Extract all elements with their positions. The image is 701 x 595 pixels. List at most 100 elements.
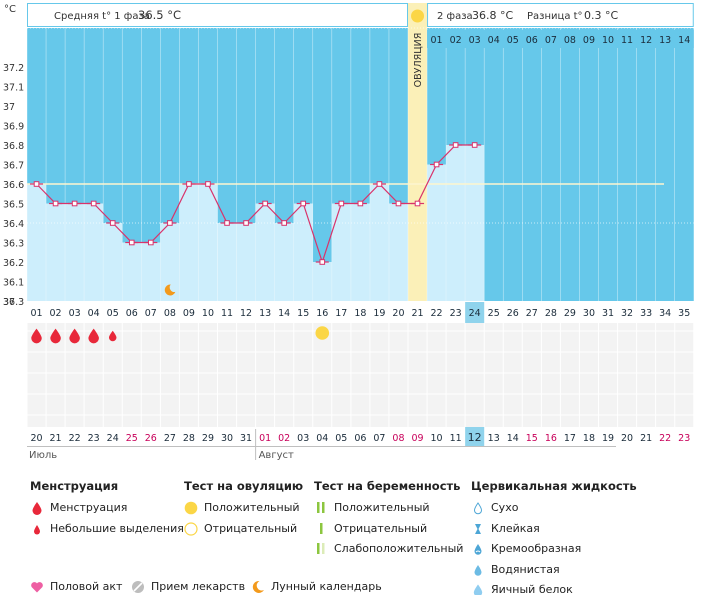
- y-tick-label: 36.3: [3, 239, 24, 250]
- cycle-day-label: 23: [450, 308, 462, 319]
- phase2-value: 36.8 °C: [472, 9, 513, 22]
- date-label: 09: [411, 433, 423, 444]
- date-label: 19: [602, 433, 614, 444]
- legend-label: Яичный белок: [491, 583, 573, 595]
- faint-strips-icon: [317, 543, 325, 554]
- cycle-day-label: 15: [297, 308, 309, 319]
- date-label: 31: [240, 433, 252, 444]
- legend-label: Кремообразная: [491, 542, 582, 555]
- date-label: 08: [392, 433, 404, 444]
- temperature-bar: [217, 223, 237, 301]
- phase2-day-label: 02: [450, 35, 462, 46]
- cycle-day-label: 26: [507, 308, 519, 319]
- temperature-bar: [388, 203, 408, 301]
- sticky-icon: [475, 523, 481, 534]
- diff-label: Разница t°: [527, 11, 583, 22]
- y-tick-label: 36.9: [3, 122, 24, 133]
- temperature-bar: [350, 203, 370, 301]
- temperature-chart: °C 36 36.1 36.2 36.3 36.4 36.5 36.6 36.7 36.8 36.9…: [3, 3, 695, 460]
- cycle-day-label: 09: [183, 308, 195, 319]
- cycle-day-label: 18: [354, 308, 366, 319]
- date-label: 28: [183, 433, 195, 444]
- date-label: 21: [50, 433, 62, 444]
- legend-label: Прием лекарств: [151, 580, 246, 593]
- y-tick-label: 37.2: [3, 63, 24, 74]
- phase2-day-label: 10: [602, 35, 614, 46]
- month-label: Июль: [29, 450, 57, 460]
- cycle-day-label: 10: [202, 308, 214, 319]
- cycle-day-label: 24: [469, 308, 481, 319]
- small-blood-drop-icon: [34, 524, 40, 534]
- date-label: 22: [659, 433, 671, 444]
- cycle-day-label: 03: [69, 308, 81, 319]
- cycle-day-label: 32: [621, 308, 633, 319]
- temperature-bar: [160, 223, 180, 301]
- legend-label: Клейкая: [491, 521, 540, 535]
- legend-item-creamy: Кремообразная: [471, 542, 637, 563]
- menstruation-drop-icon: [69, 328, 80, 344]
- cycle-day-label: 05: [107, 308, 119, 319]
- phase1-box: [27, 3, 408, 27]
- temperature-bar: [198, 184, 218, 301]
- y-tick-label: 36.1: [3, 278, 24, 289]
- temperature-point: [414, 200, 421, 207]
- temperature-point: [71, 200, 78, 207]
- legend-item-ovulation-positive: Положительный: [184, 501, 303, 522]
- temperature-point: [433, 161, 440, 168]
- y-tick-label: 36.6: [3, 180, 24, 191]
- temperature-point: [186, 181, 192, 187]
- today-cycle-day-highlight: [465, 302, 485, 323]
- cycle-day-label: 33: [640, 308, 652, 319]
- legend-label: Лунный календарь: [271, 580, 382, 593]
- temperature-point: [471, 142, 478, 148]
- date-label: 03: [297, 433, 309, 444]
- cycle-day-label: 31: [602, 308, 614, 319]
- cycle-day-label: 07: [145, 308, 157, 319]
- cycle-day-label: 30: [583, 308, 595, 319]
- temperature-bar: [84, 203, 104, 301]
- phase2-day-label: 07: [545, 35, 557, 46]
- dry-drop-icon: [473, 502, 483, 515]
- date-label: 11: [450, 433, 462, 444]
- cycle-day-label: 01: [30, 308, 42, 319]
- cycle-day-label: 13: [259, 308, 271, 319]
- ovulation-test-positive-icon: [315, 326, 330, 340]
- temperature-point: [281, 220, 287, 226]
- temperature-bar: [46, 203, 66, 301]
- cycle-day-label: 16: [316, 308, 328, 319]
- legend-item-medication: Прием лекарств: [131, 580, 245, 594]
- cycle-day-label: 21: [411, 308, 423, 319]
- legend-label: Отрицательный: [204, 521, 298, 535]
- phase2-day-label: 08: [564, 35, 576, 46]
- temperature-bar: [103, 223, 123, 301]
- legend-label: Менструация: [50, 501, 128, 514]
- cycle-day-label: 35: [678, 308, 690, 319]
- cycle-day-label: 06: [126, 308, 138, 319]
- creamy-drop-icon: [474, 544, 482, 555]
- date-label: 18: [583, 433, 595, 444]
- temperature-point: [33, 181, 40, 187]
- temperature-point: [395, 200, 402, 207]
- phase1-value: 36.5 °C: [138, 8, 181, 22]
- diff-value: 0.3 °C: [584, 9, 618, 22]
- date-label: 05: [335, 433, 347, 444]
- cycle-day-label: 20: [392, 308, 404, 319]
- cycle-day-label: 34: [659, 308, 671, 319]
- temperature-point: [357, 200, 364, 207]
- temperature-bar: [369, 184, 389, 301]
- phase1-label: Средняя t° 1 фаза: [54, 11, 150, 22]
- sun-filled-icon: [184, 501, 198, 515]
- phase2-day-label: 11: [621, 35, 633, 46]
- phase2-day-label: 06: [526, 35, 538, 46]
- legend-pregnancy-title: Тест на беременность: [314, 479, 461, 493]
- cycle-day-label: 02: [50, 308, 62, 319]
- temperature-point: [224, 220, 230, 226]
- legend-label: Положительный: [204, 501, 300, 514]
- cycle-day-label: 08: [164, 308, 176, 319]
- temperature-bar: [236, 223, 256, 301]
- temperature-point: [319, 259, 326, 265]
- legend-ovulation-title: Тест на овуляцию: [184, 479, 304, 493]
- menstruation-drop-icon: [88, 328, 99, 344]
- y-tick-label: 36: [3, 297, 15, 308]
- cycle-day-label: 12: [240, 308, 252, 319]
